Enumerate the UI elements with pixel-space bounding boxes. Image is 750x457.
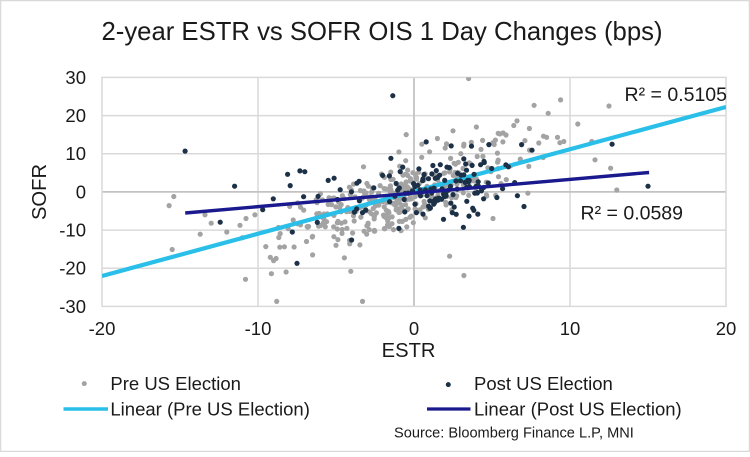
svg-text:-20: -20	[59, 258, 86, 279]
svg-text:0: 0	[76, 181, 86, 202]
svg-text:ESTR: ESTR	[382, 340, 436, 362]
svg-text:Linear (Pre US Election): Linear (Pre US Election)	[110, 399, 309, 420]
svg-text:SOFR: SOFR	[29, 164, 51, 220]
svg-text:Pre US Election: Pre US Election	[110, 373, 241, 394]
svg-text:Source: Bloomberg Finance L.P,: Source: Bloomberg Finance L.P, MNI	[394, 426, 634, 442]
svg-text:2-year ESTR vs SOFR OIS 1 Day: 2-year ESTR vs SOFR OIS 1 Day Changes (b…	[101, 18, 662, 46]
svg-text:R² = 0.0589: R² = 0.0589	[581, 203, 683, 225]
svg-text:0: 0	[409, 318, 419, 339]
svg-text:10: 10	[65, 143, 86, 164]
svg-text:Linear (Post US Election): Linear (Post US Election)	[474, 399, 682, 420]
svg-text:-30: -30	[59, 296, 86, 317]
svg-text:-20: -20	[89, 318, 116, 339]
svg-text:Post US Election: Post US Election	[474, 373, 613, 394]
svg-text:20: 20	[65, 105, 86, 126]
svg-text:30: 30	[65, 67, 86, 88]
svg-text:-10: -10	[59, 220, 86, 241]
svg-text:-10: -10	[245, 318, 272, 339]
svg-text:20: 20	[716, 318, 737, 339]
svg-text:10: 10	[560, 318, 581, 339]
svg-text:R² = 0.5105: R² = 0.5105	[625, 84, 728, 106]
